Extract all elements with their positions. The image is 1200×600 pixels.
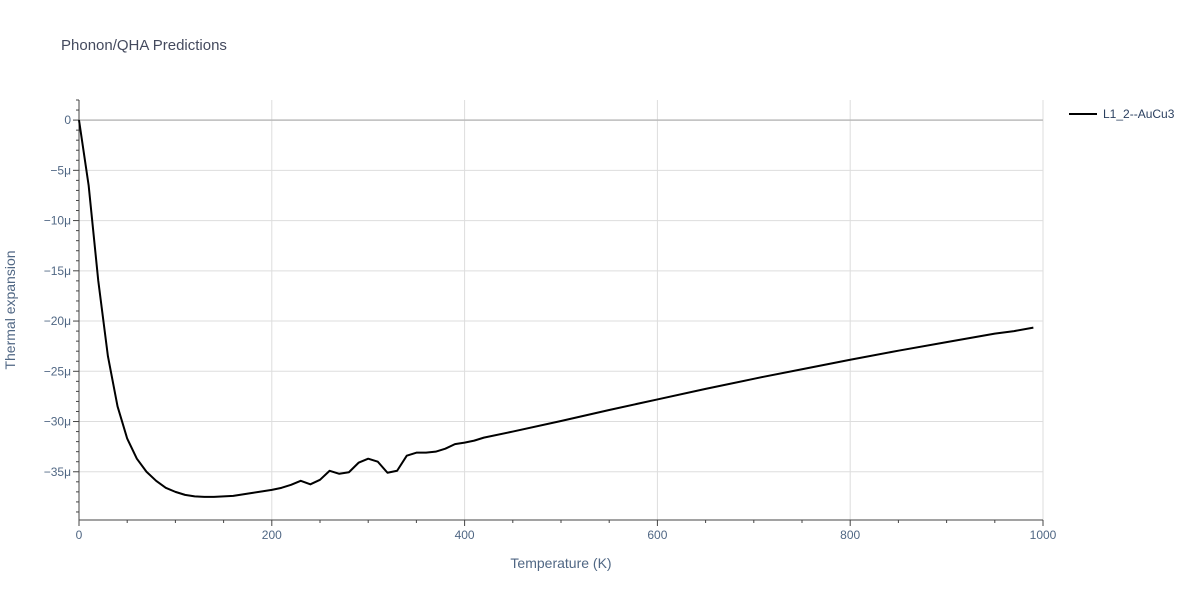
y-tick-label: −25μ: [44, 364, 71, 378]
y-tick-label: −35μ: [44, 465, 71, 479]
x-tick-label: 400: [455, 528, 475, 542]
y-tick-label: −5μ: [50, 163, 71, 177]
legend[interactable]: L1_2--AuCu3: [1069, 107, 1175, 121]
grid: [79, 100, 1044, 520]
x-tick-label: 1000: [1030, 528, 1057, 542]
y-tick-label: −20μ: [44, 314, 71, 328]
x-axis-title: Temperature (K): [510, 555, 611, 571]
x-tick-label: 600: [647, 528, 667, 542]
axes: 0 200 400 600 800 1000 0 −5μ −10μ −15μ −20μ −25μ −30…: [44, 99, 1057, 542]
x-tick-label: 800: [840, 528, 860, 542]
y-tick-label: −15μ: [44, 264, 71, 278]
y-tick-label: −30μ: [44, 415, 71, 429]
chart-title: Phonon/QHA Predictions: [61, 37, 227, 54]
y-tick-label: −10μ: [44, 214, 71, 228]
series-line-l1-2-aucu3[interactable]: [78, 119, 1034, 498]
y-axis-title: Thermal expansion: [2, 250, 18, 369]
x-tick-label: 200: [262, 528, 282, 542]
y-tick-label: 0: [64, 113, 71, 127]
x-tick-label: 0: [76, 528, 83, 542]
series-layer: [78, 119, 1034, 498]
legend-label-l1-2-aucu3: L1_2--AuCu3: [1103, 107, 1175, 121]
